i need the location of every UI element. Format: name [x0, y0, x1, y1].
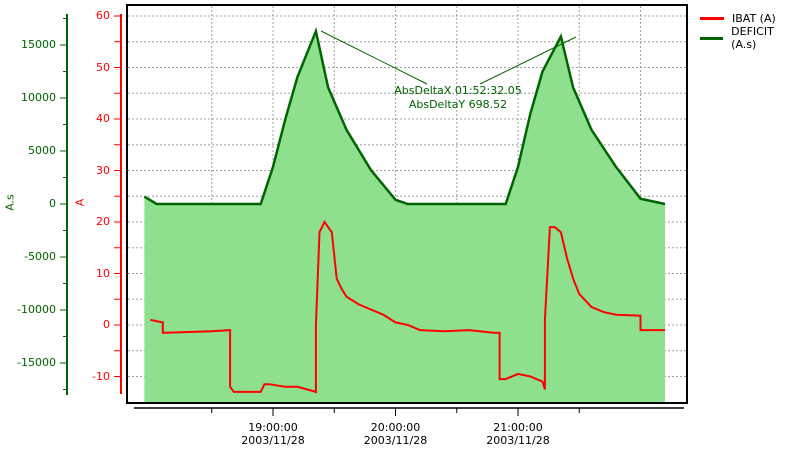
deficit-y-axis [60, 14, 68, 395]
legend-label: DEFICIT (A.s) [731, 25, 774, 51]
ibat-tick-label: 50 [96, 60, 110, 74]
ibat-series-line[interactable] [150, 220, 666, 394]
deficit-axis-title: A.s [3, 194, 17, 211]
ibat-tick-label: -10 [92, 369, 110, 383]
ibat-axis-title: A [73, 198, 87, 207]
time-x-axis [134, 407, 684, 416]
legend-item-deficit[interactable]: DEFICIT (A.s) [700, 25, 800, 51]
delta-line-left [320, 30, 428, 85]
x-tick-label: 21:00:00 2003/11/28 [486, 421, 550, 447]
deficit-swatch-icon [700, 36, 724, 40]
deficit-tick-label: 5000 [28, 144, 56, 157]
ibat-tick-label: 0 [103, 318, 110, 331]
deficit-series-line[interactable] [143, 26, 666, 206]
delta-annotation: AbsDeltaX 01:52:32.05 AbsDeltaY 698.52 [373, 84, 543, 112]
deficit-area-fill [144, 31, 665, 402]
deficit-tick-label: 10000 [21, 91, 56, 104]
legend-item-ibat[interactable]: IBAT (A) [700, 8, 800, 28]
x-tick-label: 19:00:00 2003/11/28 [241, 421, 305, 447]
deficit-tick-label: -5000 [24, 250, 56, 263]
ibat-tick-label: 10 [96, 266, 110, 280]
deficit-tick-label: -10000 [17, 303, 56, 316]
deficit-tick-label: 0 [49, 197, 56, 210]
ibat-tick-label: 40 [96, 112, 110, 125]
legend: IBAT (A) DEFICIT (A.s) [700, 8, 800, 51]
delta-line-right [479, 36, 577, 85]
delta-x-label: AbsDeltaX 01:52:32.05 [394, 84, 522, 97]
legend-label: IBAT (A) [732, 11, 776, 25]
delta-y-label: AbsDeltaY 698.52 [408, 98, 508, 111]
ibat-tick-label: 20 [96, 215, 110, 228]
ibat-swatch-icon [700, 16, 724, 20]
x-tick-label: 20:00:00 2003/11/28 [363, 421, 428, 447]
deficit-tick-label: 15000 [21, 38, 56, 51]
ibat-y-axis [114, 14, 122, 394]
deficit-tick-label: -15000 [17, 356, 56, 369]
ibat-tick-label: 60 [96, 9, 110, 22]
ibat-tick-label: 30 [96, 163, 110, 177]
